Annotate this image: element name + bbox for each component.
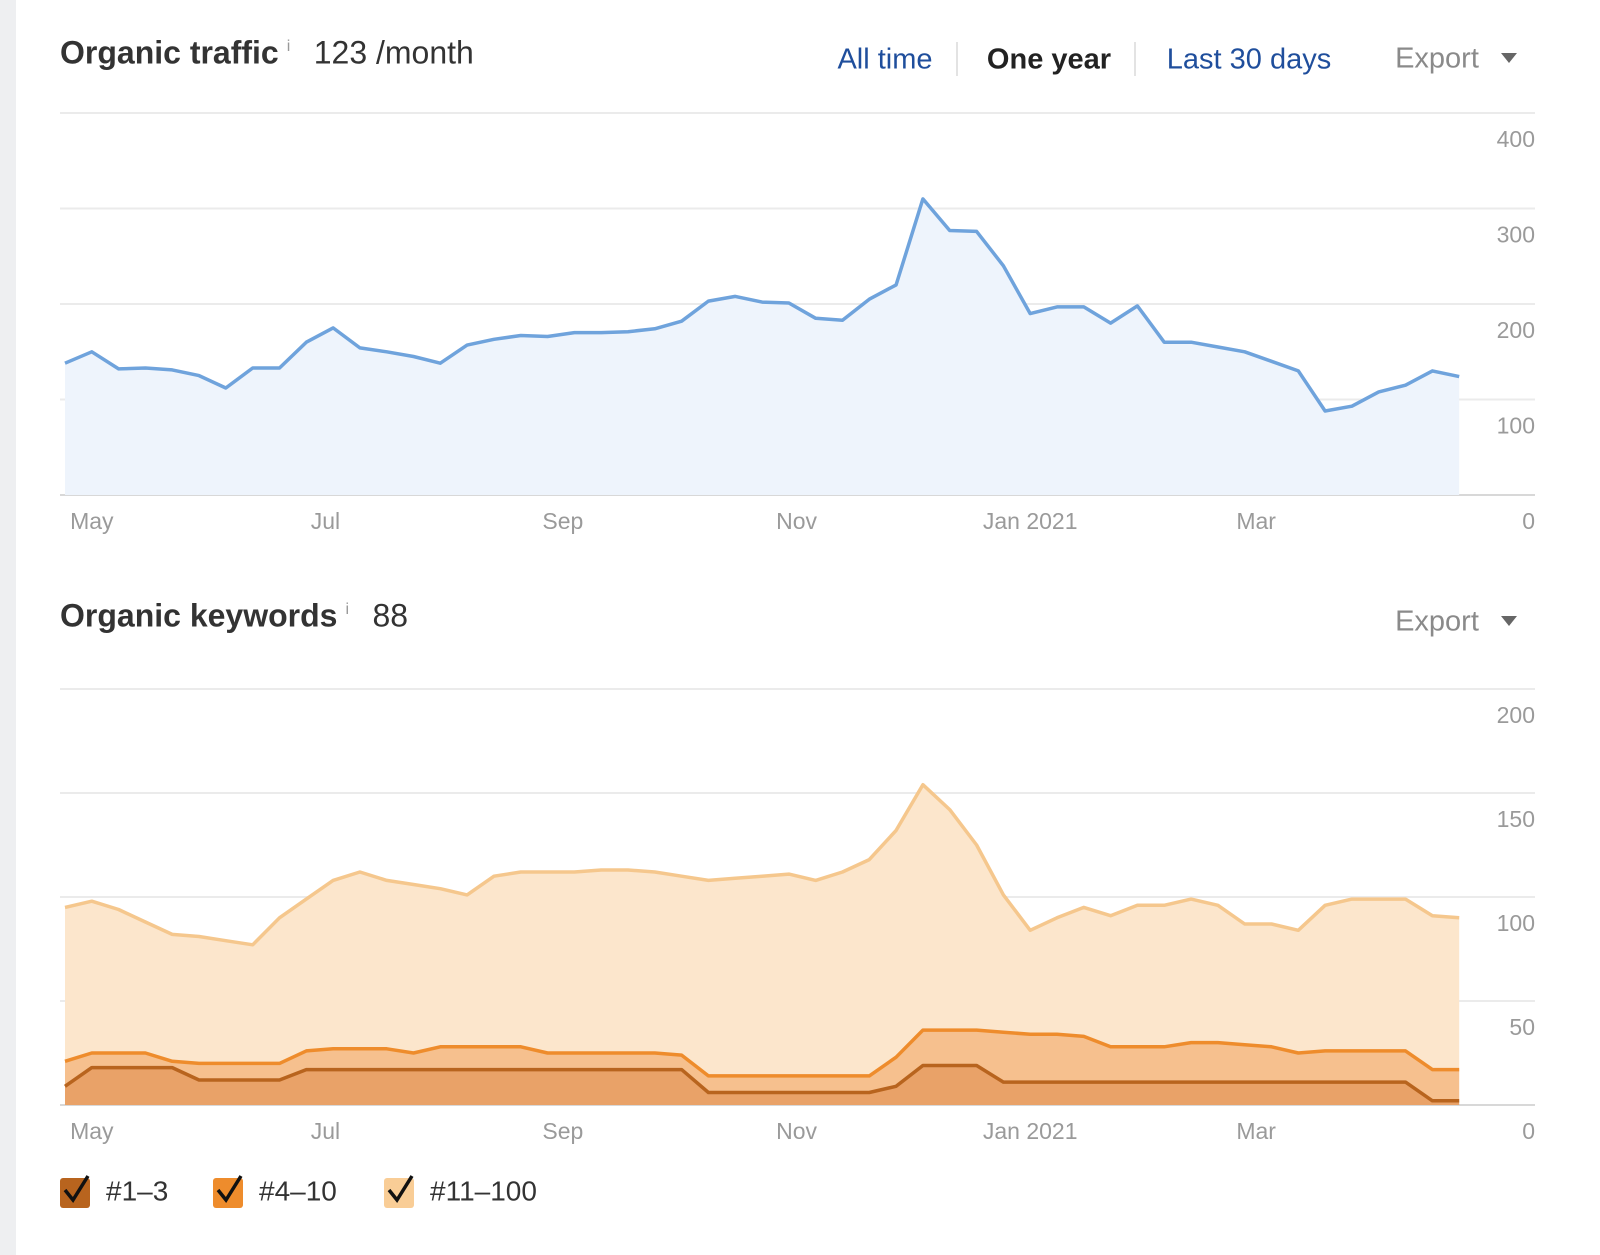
- x-tick-label: Jul: [311, 508, 340, 534]
- y-tick-label: 50: [1509, 1014, 1535, 1040]
- line: [64, 1028, 1460, 1078]
- y-tick-label: 300: [1497, 222, 1535, 248]
- line: [64, 782, 1460, 947]
- info-icon[interactable]: i: [287, 38, 291, 55]
- range-button[interactable]: Last 30 days: [1167, 44, 1331, 76]
- x-tick-label: Jul: [311, 1118, 340, 1144]
- legend-label[interactable]: #4–10: [259, 1175, 337, 1206]
- side-bar: [0, 0, 16, 1255]
- check-mark[interactable]: [216, 1175, 243, 1204]
- x-tick-label: Mar: [1236, 1118, 1276, 1144]
- export-button[interactable]: Export: [1395, 606, 1479, 638]
- export-button[interactable]: Export: [1395, 43, 1479, 75]
- dropdown-arrow[interactable]: [1501, 53, 1517, 63]
- chart-subtitle: 88: [372, 597, 408, 633]
- legend-label[interactable]: #1–3: [106, 1175, 168, 1206]
- y-tick-label: 0: [1522, 508, 1535, 534]
- area-fill: [65, 1065, 1460, 1105]
- y-tick-label: 0: [1522, 1118, 1535, 1144]
- chart-title: Organic traffic: [60, 34, 279, 70]
- chart-title: Organic keywords: [60, 597, 337, 633]
- check-mark[interactable]: [63, 1175, 90, 1204]
- legend-label[interactable]: #11–100: [430, 1175, 537, 1206]
- dropdown-arrow[interactable]: [1501, 616, 1517, 626]
- x-tick-label: May: [70, 1118, 114, 1144]
- x-tick-label: May: [70, 508, 114, 534]
- line: [63, 1063, 1460, 1103]
- line: [64, 197, 1460, 413]
- x-tick-label: Nov: [776, 1118, 817, 1144]
- x-tick-label: Sep: [542, 508, 583, 534]
- x-tick-label: Mar: [1236, 508, 1276, 534]
- y-tick-label: 200: [1497, 317, 1535, 343]
- x-tick-label: Jan 2021: [983, 1118, 1078, 1144]
- area-fill: [64, 198, 1460, 495]
- y-tick-label: 100: [1497, 910, 1535, 936]
- range-button[interactable]: One year: [987, 44, 1111, 76]
- y-tick-label: 400: [1497, 126, 1535, 152]
- range-button[interactable]: All time: [837, 44, 932, 76]
- y-tick-label: 200: [1497, 702, 1535, 728]
- info-icon[interactable]: i: [345, 601, 349, 618]
- area-fill: [65, 784, 1460, 1076]
- check-mark[interactable]: [387, 1175, 414, 1204]
- x-tick-label: Sep: [542, 1118, 583, 1144]
- y-tick-label: 100: [1497, 413, 1535, 439]
- x-tick-label: Jan 2021: [983, 508, 1078, 534]
- x-tick-label: Nov: [776, 508, 817, 534]
- y-tick-label: 150: [1497, 806, 1535, 832]
- chart-subtitle: 123 /month: [314, 34, 474, 70]
